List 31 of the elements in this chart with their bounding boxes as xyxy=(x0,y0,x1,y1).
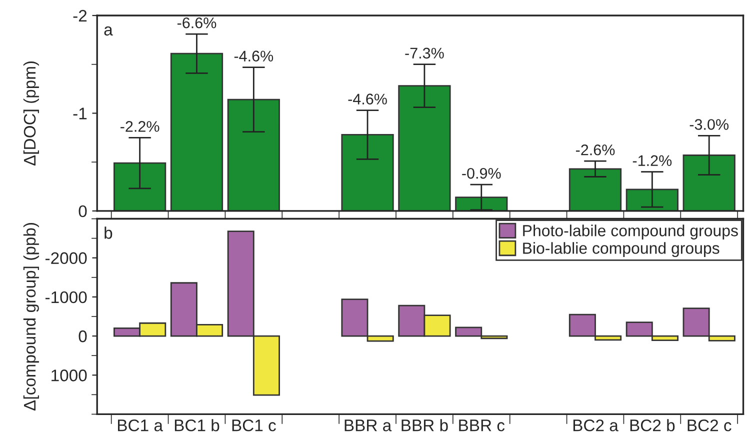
x-tick-label: BC2 c xyxy=(688,420,732,432)
annotation: b xyxy=(104,226,112,239)
legend-label: Bio-lablie compound groups xyxy=(523,242,720,258)
x-tick-label: BBR c xyxy=(459,420,505,432)
x-tick-label: BC1 b xyxy=(174,419,220,432)
x-tick-label: BC2 b xyxy=(630,419,675,432)
x-tick-label: BBR a xyxy=(344,420,392,432)
x-tick-label: BC1 c xyxy=(232,420,276,432)
legend-label: Photo-labile compound groups xyxy=(523,224,738,240)
y-axis-title: Δ[DOC] (ppm) xyxy=(23,61,39,166)
x-tick-label: BBR b xyxy=(402,419,448,432)
annotation: -6.6% xyxy=(177,17,216,28)
annotation: -4.6% xyxy=(234,50,274,62)
annotation: -1.2% xyxy=(632,155,672,166)
annotation: -0.9% xyxy=(462,168,501,179)
y-tick-label: -1 xyxy=(73,108,87,120)
x-tick-label: BC1 a xyxy=(118,420,163,432)
annotation: -7.3% xyxy=(405,48,444,59)
y-axis-title: Δ[compound group] (ppb) xyxy=(23,223,39,410)
annotation: -2.2% xyxy=(120,121,160,132)
y-tick-label: 0 xyxy=(78,330,87,342)
annotation: a xyxy=(104,26,113,36)
y-tick-label: 1000 xyxy=(52,370,87,382)
y-tick-label: 0 xyxy=(78,205,87,218)
annotation: -2.6% xyxy=(576,144,615,156)
y-tick-label: -1000 xyxy=(46,291,87,304)
annotation: -4.6% xyxy=(348,94,387,104)
annotation: -3.0% xyxy=(690,119,729,130)
x-tick-label: BC2 a xyxy=(573,420,618,432)
y-tick-label: -2000 xyxy=(46,252,87,264)
y-tick-label: -2 xyxy=(73,10,87,22)
